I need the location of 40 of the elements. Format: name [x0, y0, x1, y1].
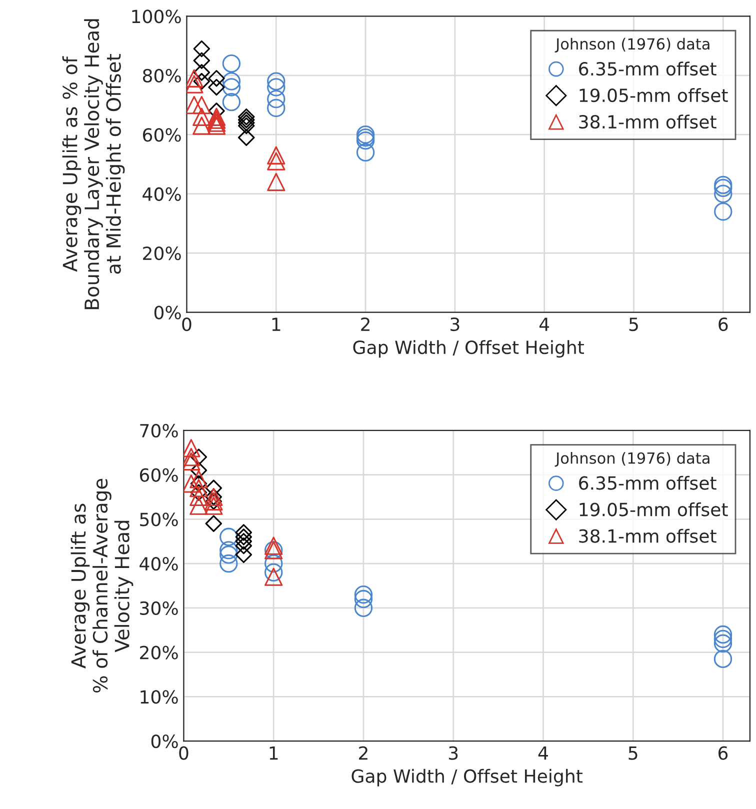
y-tick-label: 0%: [154, 306, 181, 320]
y-tick-label: 0%: [151, 734, 178, 748]
x-tick-label: 6: [718, 746, 728, 760]
x-tick-label: 4: [539, 318, 550, 331]
y-axis-title: Average Uplift as % of Channel-Average Velocity Head: [70, 478, 134, 693]
y-tick-label: 70%: [140, 424, 178, 438]
x-tick-label: 1: [272, 318, 280, 331]
x-tick-label: 0: [182, 317, 192, 332]
x-tick-label: 3: [448, 746, 458, 760]
x-axis-title: Gap Width / Offset Height: [352, 768, 583, 786]
legend-label: 38.1-mm offset: [579, 114, 716, 129]
y-tick-label: 20%: [143, 246, 181, 260]
legend-label: 19.05-mm offset: [580, 502, 728, 516]
x-tick-label: 2: [359, 746, 368, 760]
y-tick-label: 80%: [142, 68, 181, 83]
x-tick-label: 2: [361, 317, 370, 331]
x-tick-label: 1: [270, 746, 278, 760]
legend-label: 38.1-mm offset: [579, 528, 716, 543]
y-tick-label: 40%: [140, 556, 178, 571]
y-tick-label: 60%: [143, 128, 181, 142]
x-tick-label: 5: [629, 318, 638, 332]
legend-title: Johnson (1976) data: [554, 38, 710, 53]
y-tick-label: 10%: [140, 690, 178, 704]
y-tick-label: 100%: [132, 10, 181, 24]
x-axis-title: Gap Width / Offset Height: [353, 340, 584, 358]
legend-label: 19.05-mm offset: [580, 88, 728, 102]
y-tick-label: 30%: [140, 601, 178, 616]
x-tick-label: 3: [450, 317, 460, 332]
x-tick-label: 6: [718, 317, 728, 332]
y-tick-label: 50%: [140, 512, 178, 526]
y-tick-label: 20%: [140, 646, 178, 660]
y-axis-title: Average Uplift as % of Boundary Layer Velocity Head at Mid-Height of Offset: [62, 19, 125, 310]
y-tick-label: 40%: [142, 187, 181, 201]
legend-title: Johnson (1976) data: [554, 452, 710, 467]
x-tick-label: 0: [179, 746, 188, 760]
x-tick-label: 4: [538, 746, 548, 760]
x-tick-label: 5: [628, 746, 638, 760]
legend-label: 6.35-mm offset: [579, 62, 716, 76]
legend-label: 6.35-mm offset: [579, 476, 716, 490]
y-tick-label: 60%: [140, 468, 178, 482]
